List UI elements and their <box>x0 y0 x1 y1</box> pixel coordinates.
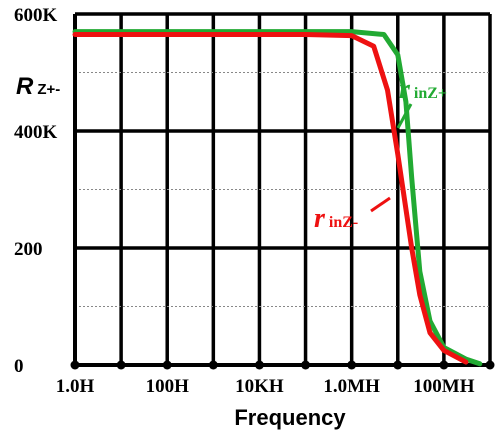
x-tick-dot <box>393 360 403 370</box>
x-axis-title: Frequency <box>234 405 346 430</box>
series-label-rinz-minus: r inZ- <box>314 203 358 234</box>
series-label-rinz-plus-sub: inZ+ <box>414 85 447 102</box>
y-axis-title-main: R <box>16 73 34 100</box>
series-label-rinz-plus: r inZ+ <box>399 74 447 105</box>
x-tick-label: 1.0H <box>56 376 95 397</box>
x-tick-dot <box>254 360 264 370</box>
series-label-rinz-minus-sub: inZ- <box>329 214 358 231</box>
y-axis-title: R Z+- <box>16 73 60 100</box>
series-line-rinz-plus <box>72 29 483 367</box>
y-tick-label: 600K <box>14 5 58 26</box>
y-tick-label: 0 <box>14 356 24 377</box>
series-line-rinz-minus <box>72 32 469 365</box>
x-tick-dot <box>347 360 357 370</box>
series-pointer-rinz-plus <box>396 103 413 129</box>
y-axis-title-sub: Z+- <box>37 81 60 98</box>
x-tick-dot <box>70 360 80 370</box>
series-lines <box>72 29 483 367</box>
x-tick-dot <box>301 360 311 370</box>
x-tick-dot <box>208 360 218 370</box>
x-tick-label: 100MH <box>413 376 474 397</box>
y-tick-label: 400K <box>14 122 58 143</box>
y-tick-label: 200 <box>14 239 43 260</box>
series-pointer-rinz-minus <box>370 196 391 213</box>
series-label-rinz-plus-main: r <box>399 74 411 105</box>
x-tick-dot <box>485 360 495 370</box>
x-tick-dot <box>162 360 172 370</box>
x-tick-dot <box>439 360 449 370</box>
axes: 0 200 400K 600K 1.0H 100H 10KH 1.0MH 100MH <box>14 5 495 397</box>
series-label-rinz-minus-main: r <box>314 203 326 234</box>
x-tick-label: 10KH <box>235 376 284 397</box>
x-tick-dot <box>116 360 126 370</box>
x-tick-label: 1.0MH <box>323 376 380 397</box>
x-tick-label: 100H <box>146 376 190 397</box>
